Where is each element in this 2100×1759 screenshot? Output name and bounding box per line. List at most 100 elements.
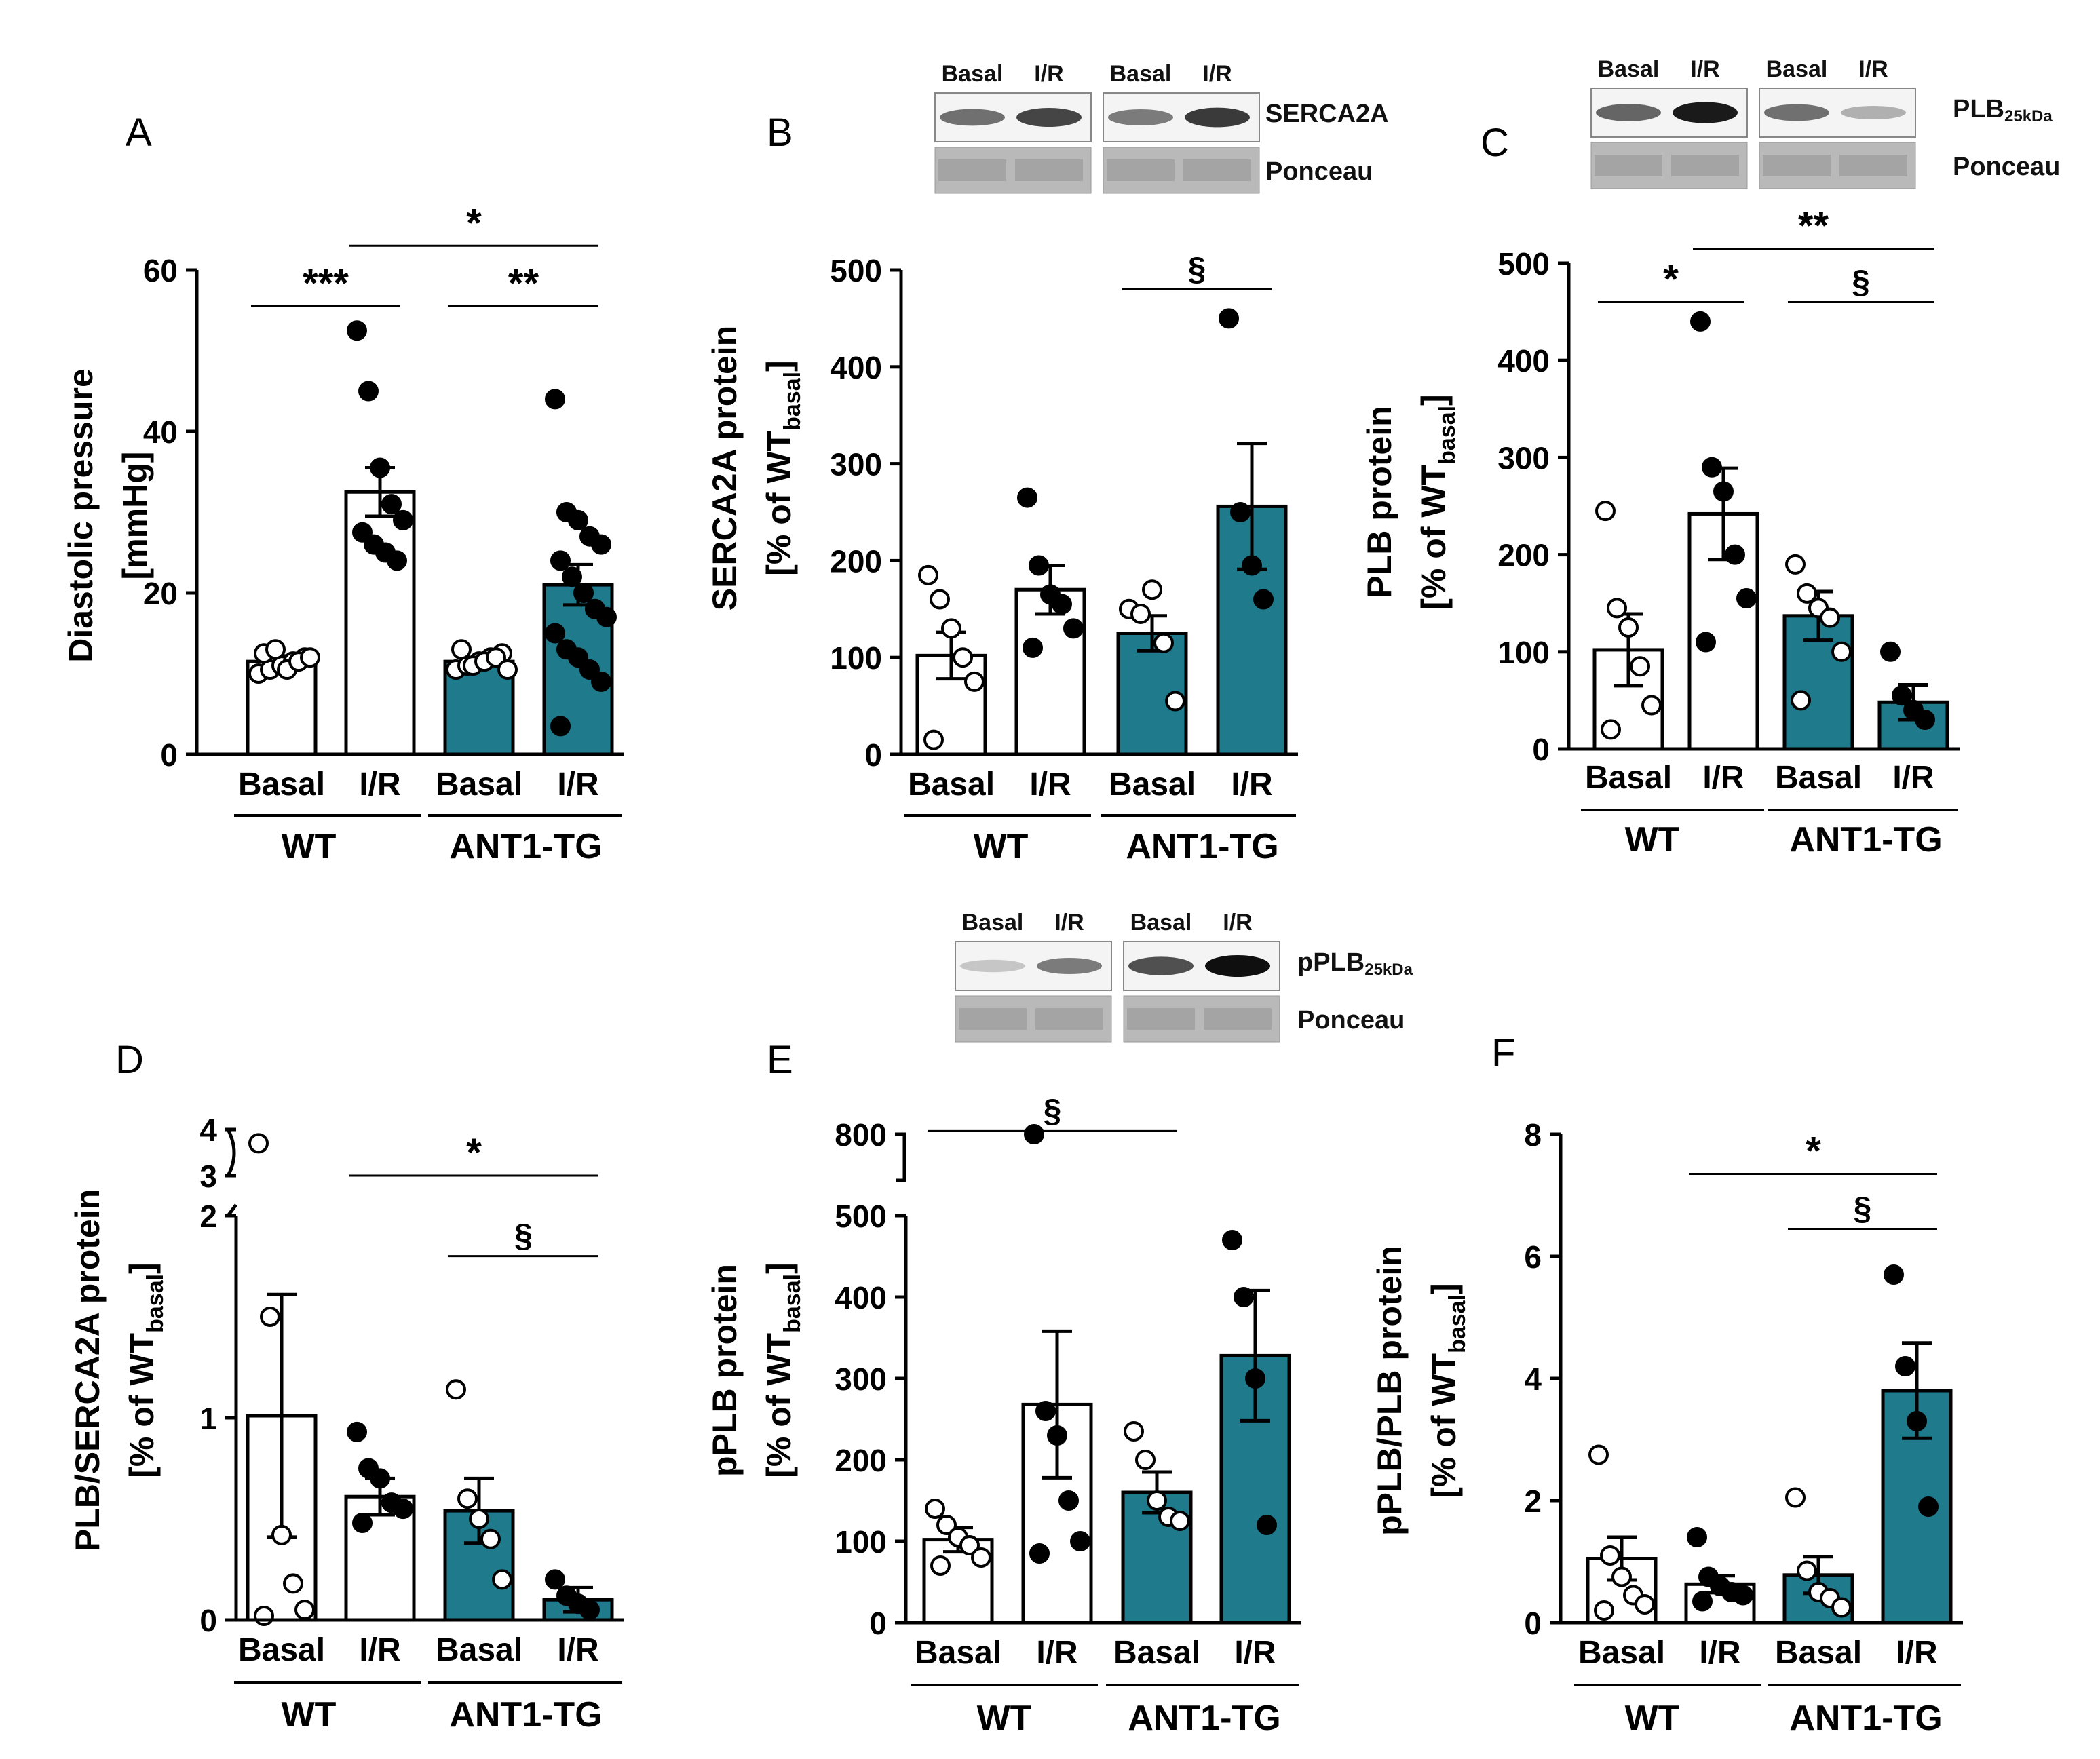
significance-label: §: [1188, 252, 1206, 288]
axis-break-mark: [227, 1203, 237, 1217]
y-tick-label: 200: [1497, 538, 1550, 573]
data-point: [1791, 690, 1811, 711]
blot-lane-label: I/R: [1034, 61, 1063, 87]
group-label: WT: [1625, 1699, 1680, 1738]
data-point: [1024, 1124, 1044, 1144]
blot-lane-label: I/R: [1690, 56, 1719, 82]
data-point: [1147, 1490, 1167, 1511]
x-tick-label: Basal: [1775, 760, 1862, 796]
data-point: [959, 1535, 980, 1555]
y-tick-label: 400: [835, 1280, 887, 1315]
y-tick-label: 0: [160, 737, 178, 773]
blot-protein-subscript: 25kDa: [2004, 107, 2053, 125]
blot-protein-label: pPLB25kDa: [1297, 948, 1413, 979]
data-point: [1736, 588, 1757, 609]
data-point: [381, 494, 402, 515]
chart-panel-e: E 0 100 200 300 400 500 800 pPLB protein [% of WT…: [706, 1038, 1301, 1738]
data-point: [1618, 617, 1639, 638]
blot-protein-name: pPLB: [1297, 948, 1364, 977]
data-point: [545, 1569, 565, 1590]
blot-band: [1205, 955, 1270, 977]
x-tick-label: I/R: [359, 1632, 400, 1668]
y-axis-label: pPLB/PLB protein: [1371, 1245, 1409, 1536]
data-point: [352, 1512, 373, 1533]
chart-panel-f: F 0 2 4 6 8 pPLB/PLB protein [% of WTbasal] Basa…: [1371, 1031, 1963, 1738]
y-axis-label-part: [% of WT: [760, 431, 798, 576]
y-tick-label: 40: [143, 414, 178, 450]
data-point: [1124, 1421, 1144, 1442]
blot-band: [1128, 956, 1194, 975]
group-label: WT: [977, 1699, 1032, 1738]
blot-protein-label: PLB25kDa: [1953, 95, 2053, 125]
x-tick-label: Basal: [436, 767, 522, 803]
y-axis-label-part: ]: [760, 360, 798, 372]
data-point: [936, 1515, 957, 1535]
y-tick-label: 8: [1524, 1117, 1542, 1153]
data-point: [347, 320, 367, 341]
data-point: [1063, 618, 1084, 639]
data-point: [591, 671, 611, 692]
data-point: [358, 381, 379, 402]
data-point: [1595, 501, 1616, 522]
ponceau-label: Ponceau: [1265, 157, 1373, 186]
data-point: [1713, 481, 1734, 502]
y-axis-label-subscript: basal: [142, 1274, 168, 1333]
data-point: [1035, 1401, 1056, 1421]
data-point: [941, 618, 961, 639]
y-axis-label: Diastolic pressure: [62, 368, 100, 663]
data-point: [1222, 1230, 1242, 1250]
data-point: [265, 639, 286, 660]
blot-band: [1596, 104, 1661, 121]
x-tick-label: Basal: [915, 1635, 1001, 1671]
y-axis-upper-segment: [896, 1132, 906, 1182]
data-point: [1895, 1356, 1915, 1376]
data-point: [1242, 555, 1262, 576]
y-axis-label-part: [% of WT: [1425, 1353, 1463, 1499]
group-label: WT: [1625, 820, 1680, 859]
data-point: [568, 647, 588, 668]
data-point: [260, 1307, 280, 1327]
y-axis-label-subscript: basal: [780, 1274, 805, 1333]
significance-label: §: [1852, 264, 1870, 300]
western-blot-e: Basal I/R Basal I/R pPLB25kDa Ponceau: [955, 910, 1413, 1043]
data-point: [1907, 1411, 1927, 1431]
data-point: [1130, 603, 1151, 624]
y-axis-label-part: [% of WT: [760, 1333, 798, 1478]
panel-letter: D: [115, 1038, 144, 1082]
data-point: [352, 522, 373, 543]
y-tick-label: 60: [143, 253, 178, 288]
data-point: [254, 1606, 274, 1627]
ponceau-lane: [1127, 1008, 1195, 1030]
y-axis-label-unit: [% of WTbasal]: [760, 1262, 805, 1477]
blot-lane-label: Basal: [1766, 56, 1828, 82]
group-label: ANT1-TG: [1789, 820, 1942, 859]
blot-band: [960, 959, 1025, 973]
significance-label: *: [1806, 1129, 1821, 1174]
data-point: [1915, 710, 1935, 731]
data-point: [1892, 685, 1912, 706]
data-point: [271, 1524, 292, 1545]
x-tick-label: Basal: [436, 1632, 522, 1668]
data-point: [1797, 583, 1817, 604]
data-point: [1052, 594, 1072, 615]
significance-label: §: [1854, 1191, 1872, 1227]
data-point: [953, 647, 973, 668]
x-tick-label: Basal: [1775, 1635, 1862, 1671]
data-point: [573, 583, 594, 603]
y-tick-label: 500: [1497, 246, 1550, 282]
y-axis-label-subscript: basal: [780, 372, 805, 431]
data-point: [1831, 641, 1852, 662]
data-point: [1831, 1597, 1852, 1618]
y-tick-label: 200: [830, 543, 882, 579]
x-tick-label: I/R: [1036, 1635, 1077, 1671]
data-point: [393, 509, 413, 530]
data-point: [1797, 1560, 1817, 1581]
y-tick-label: 4: [199, 1113, 217, 1148]
ponceau-lane: [1183, 159, 1251, 181]
data-point: [497, 659, 518, 680]
data-point: [492, 1569, 512, 1590]
y-tick-label: 300: [1497, 440, 1550, 476]
data-point: [370, 457, 390, 478]
y-tick-label: 2: [1524, 1484, 1542, 1519]
y-axis-label-part: ]: [123, 1262, 161, 1274]
